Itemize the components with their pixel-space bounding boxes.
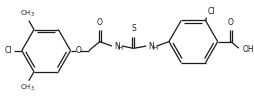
- Text: N: N: [148, 42, 153, 51]
- Text: S: S: [131, 24, 135, 33]
- Text: H: H: [152, 45, 157, 51]
- Text: CH$_3$: CH$_3$: [20, 83, 35, 93]
- Text: O: O: [96, 18, 102, 27]
- Text: Cl: Cl: [207, 7, 214, 16]
- Text: OH: OH: [242, 45, 253, 54]
- Text: Cl: Cl: [4, 46, 12, 55]
- Text: CH$_3$: CH$_3$: [20, 9, 35, 19]
- Text: N: N: [113, 42, 119, 51]
- Text: O: O: [227, 18, 233, 27]
- Text: O: O: [75, 46, 81, 55]
- Text: H: H: [117, 45, 123, 51]
